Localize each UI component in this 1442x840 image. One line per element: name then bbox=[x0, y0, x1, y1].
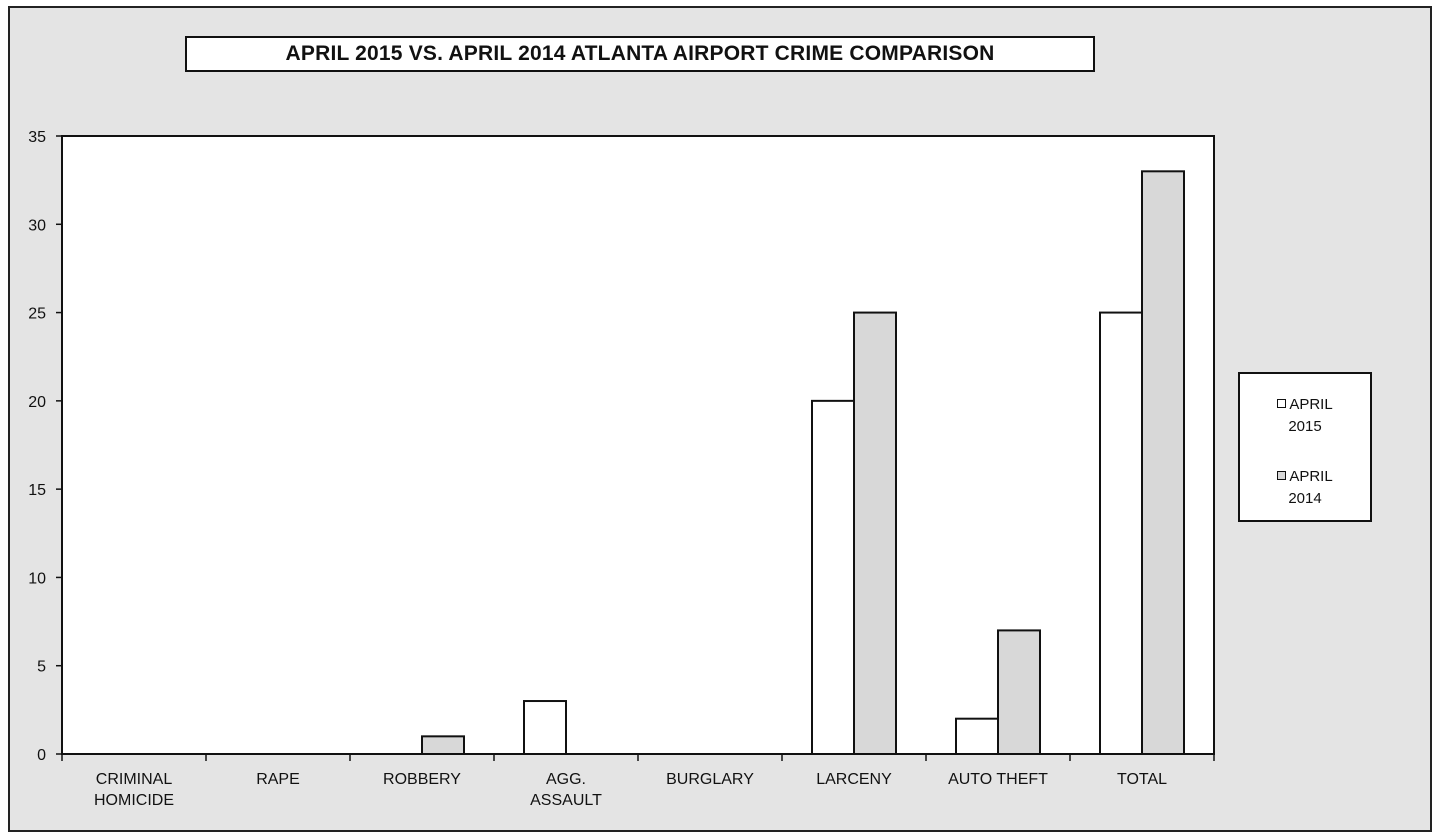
legend-label-2014-line2: 2014 bbox=[1288, 490, 1322, 507]
bar-april-2014 bbox=[421, 735, 465, 755]
legend-item-2015: APRIL 2015 bbox=[1240, 394, 1370, 438]
x-tick-label: RAPE bbox=[256, 771, 300, 788]
x-tick-label: AUTO THEFT bbox=[948, 771, 1048, 788]
chart-title-text: APRIL 2015 VS. APRIL 2014 ATLANTA AIRPOR… bbox=[285, 42, 995, 65]
y-tick-label: 0 bbox=[37, 747, 46, 764]
bar-april-2015 bbox=[955, 717, 999, 756]
legend-label-2015-line1: APRIL bbox=[1289, 396, 1333, 413]
y-tick-label: 15 bbox=[28, 482, 46, 499]
bar-april-2015 bbox=[1099, 311, 1143, 755]
y-tick-label: 20 bbox=[28, 394, 46, 411]
chart-title: APRIL 2015 VS. APRIL 2014 ATLANTA AIRPOR… bbox=[185, 36, 1095, 72]
legend-swatch-2015 bbox=[1277, 399, 1287, 408]
bar-april-2014 bbox=[1141, 170, 1185, 756]
y-tick-label: 25 bbox=[28, 306, 46, 323]
x-tick-label: CRIMINAL bbox=[96, 771, 173, 788]
legend-label-2014-line1: APRIL bbox=[1289, 468, 1333, 485]
bar-april-2015 bbox=[523, 700, 567, 755]
bar-april-2014 bbox=[853, 311, 897, 755]
legend-label-2015-line2: 2015 bbox=[1288, 418, 1322, 435]
bar-april-2015 bbox=[811, 399, 855, 755]
x-tick-label: ASSAULT bbox=[530, 792, 602, 809]
y-tick-label: 10 bbox=[28, 570, 46, 587]
x-tick-label: LARCENY bbox=[816, 771, 892, 788]
y-tick-label: 35 bbox=[28, 129, 46, 146]
x-tick-label: ROBBERY bbox=[383, 771, 461, 788]
legend: APRIL 2015 APRIL 2014 bbox=[1238, 372, 1372, 522]
x-tick-label: HOMICIDE bbox=[94, 792, 174, 809]
bar-april-2014 bbox=[997, 629, 1041, 756]
legend-item-2014: APRIL 2014 bbox=[1240, 466, 1370, 510]
y-tick-label: 5 bbox=[37, 659, 46, 676]
x-tick-label: TOTAL bbox=[1117, 771, 1167, 788]
plot-area bbox=[61, 135, 1215, 755]
x-tick-label: BURGLARY bbox=[666, 771, 754, 788]
x-tick-label: AGG. bbox=[546, 771, 586, 788]
y-tick-label: 30 bbox=[28, 217, 46, 234]
legend-swatch-2014 bbox=[1277, 471, 1287, 480]
